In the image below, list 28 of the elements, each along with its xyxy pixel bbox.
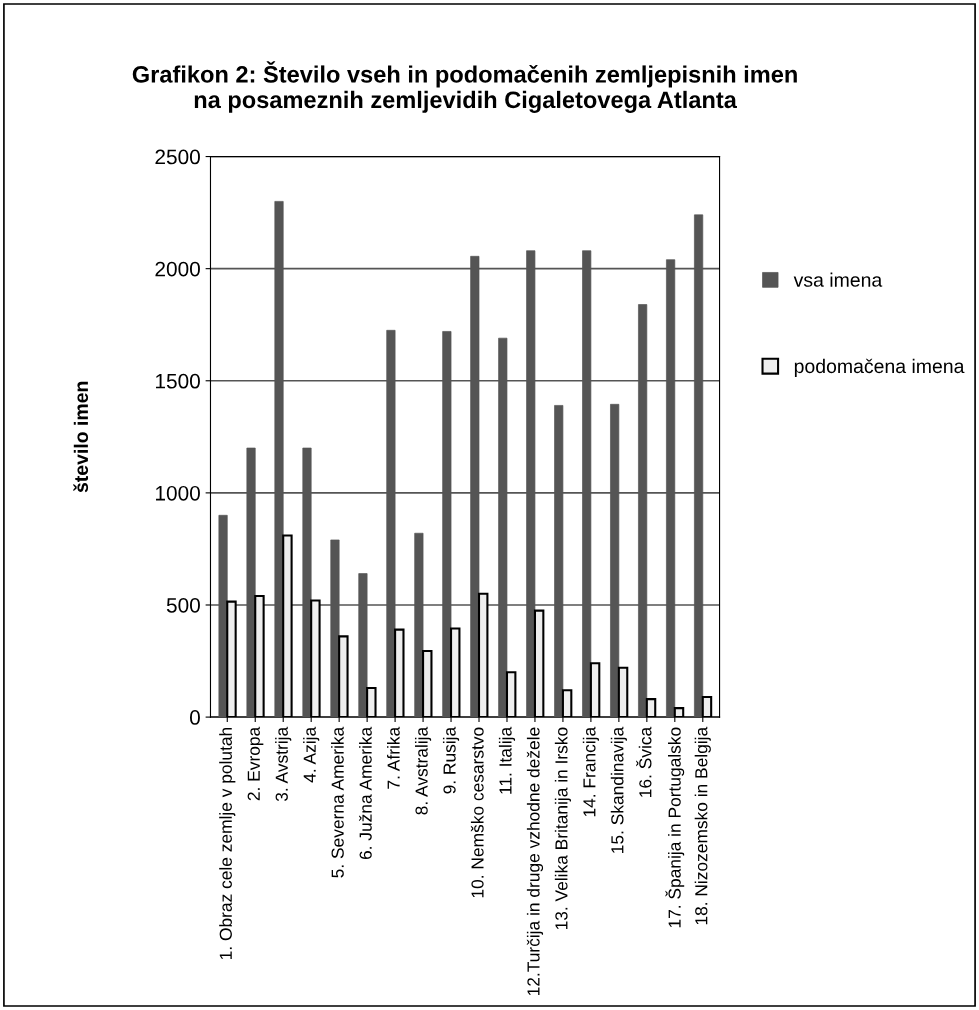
x-tick-label: 16. Švica [636,726,652,797]
x-tick-label: 3. Avstrija [275,726,292,802]
x-tick-label: 4. Azija [303,726,320,783]
y-tick-label: 2000 [155,261,200,277]
legend-label: vsa imena [793,272,883,287]
x-tick-label: 7. Afrika [387,726,400,789]
y-tick-label: 500 [166,597,200,613]
y-axis-title: število imen [73,381,89,493]
y-tick-label: 0 [189,710,200,725]
y-tick-label: 2500 [155,149,200,165]
x-tick-label: 5. Severna Amerika [331,726,344,878]
x-tick-label: 15. Skandinavija [610,726,627,853]
x-tick-label: 2. Evropa [247,726,264,801]
x-tick-label: 8. Avstralija [414,726,432,815]
x-tick-label: 13. Velika Britanija in Irsko [554,727,572,930]
x-tick-label: 17. Španija in Portugalsko [665,727,685,928]
x-tick-label: 18. Nizozemsko in Belgija [694,726,711,925]
y-tick-label: 1500 [156,373,200,389]
x-tick-label: 6. Južna Amerika [358,726,372,860]
x-tick-label: 1. Obraz cele zemlje v polutah [219,727,236,960]
legend-label: podomačena imena [794,358,965,377]
x-tick-label: 10. Nemško cesarstvo [470,727,484,898]
x-tick-label: 12.Turčija in druge vzhodne dežele [526,727,544,996]
y-tick-label: 1000 [156,485,200,501]
x-tick-label: 9. Rusija [442,726,460,794]
x-tick-label: 11. Italija [498,726,516,794]
x-tick-label: 14. Francija [582,726,599,817]
chart-title: Grafikon 2: Število vseh in podomačenih zemljepisnih imen na posameznih zemljevidih Cigaletovega Atlanta [132,61,797,113]
